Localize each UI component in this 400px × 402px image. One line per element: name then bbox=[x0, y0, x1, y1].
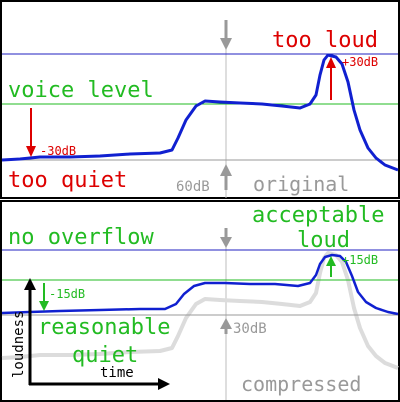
plus15-arrow bbox=[326, 256, 336, 277]
range30-down-arrow bbox=[220, 228, 232, 248]
original-signal-curve bbox=[1, 53, 399, 172]
minus30-arrow bbox=[26, 108, 36, 157]
original-ghost-curve bbox=[1, 251, 399, 370]
range60-down-arrow bbox=[220, 20, 232, 50]
range30-up-arrow bbox=[220, 318, 232, 334]
too-quiet-label: too quiet bbox=[8, 168, 127, 193]
minus15-arrow bbox=[39, 283, 49, 311]
time-axis bbox=[29, 378, 170, 390]
original-panel: too loud voice level too quiet -30dB +30… bbox=[0, 0, 400, 199]
compressed-caption: compressed bbox=[241, 372, 361, 396]
plus15-label: +15dB bbox=[342, 253, 378, 267]
compressed-signal-curve bbox=[1, 253, 399, 316]
quiet-label: quiet bbox=[72, 343, 138, 368]
minus30-label: -30dB bbox=[40, 144, 76, 158]
original-caption: original bbox=[253, 172, 349, 196]
range30-label: 30dB bbox=[233, 321, 267, 337]
range60-label: 60dB bbox=[176, 179, 210, 195]
original-panel-frame bbox=[0, 0, 400, 199]
plus30-arrow bbox=[326, 57, 336, 100]
loudness-axis-label: loudness bbox=[11, 311, 27, 378]
plus30-label: +30dB bbox=[342, 55, 378, 69]
reasonable-label: reasonable bbox=[38, 315, 170, 340]
voice-level-label: voice level bbox=[8, 78, 154, 103]
acceptable-label: acceptable bbox=[252, 203, 384, 228]
minus15-label: -15dB bbox=[49, 287, 85, 301]
range60-up-arrow bbox=[220, 164, 232, 190]
acceptable-loud-label: loud bbox=[297, 228, 350, 253]
compressed-panel: acceptable loud no overflow reasonable q… bbox=[0, 200, 400, 402]
time-axis-label: time bbox=[100, 365, 134, 381]
no-overflow-label: no overflow bbox=[8, 225, 154, 250]
loudness-axis bbox=[24, 278, 36, 385]
too-loud-label: too loud bbox=[272, 28, 378, 53]
